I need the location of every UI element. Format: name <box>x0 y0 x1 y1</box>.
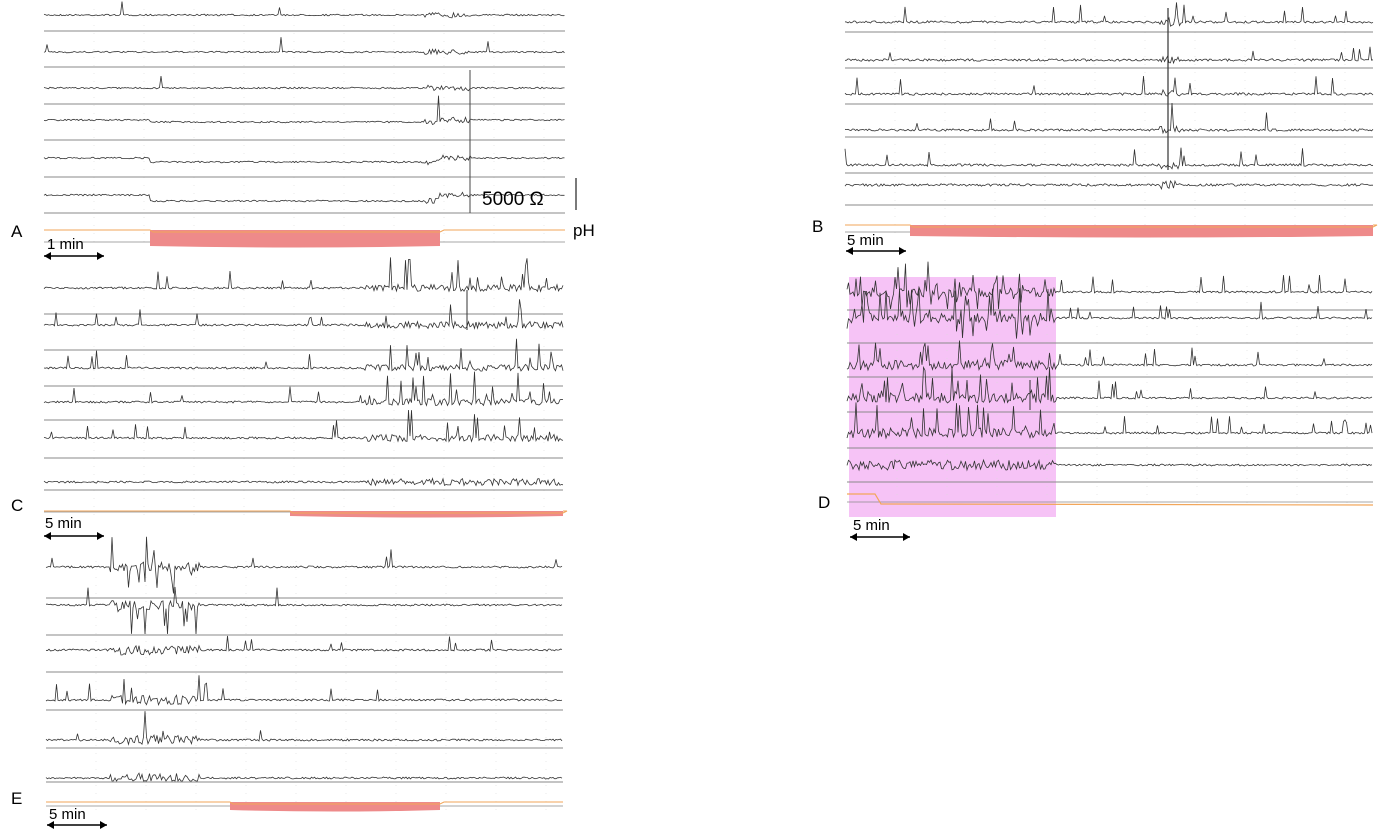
panel-c-channel-3-trace <box>43 338 564 372</box>
panel-b-channel-2-trace <box>844 46 1374 65</box>
panel-d-channel-2-trace <box>846 288 1373 339</box>
panel-e-time-scale-label: 5 min <box>49 806 86 823</box>
panel-a-resistance-label: 5000 Ω <box>482 189 544 210</box>
panel-d-channel-5-trace <box>846 402 1373 440</box>
panel-b-channel-5-trace <box>844 147 1374 170</box>
panel-e-channel-4-trace <box>45 675 563 707</box>
panel-a-label: A <box>11 222 23 241</box>
panel-a: 5000 Ω pH A 1 min <box>11 1 595 260</box>
panel-a-channel-5-trace <box>43 154 565 166</box>
panel-c-channel-5-trace <box>43 409 564 443</box>
panel-d-time-scale-arrow <box>850 533 910 541</box>
panel-b-traces <box>844 2 1378 238</box>
panel-e-traces <box>45 536 563 812</box>
panel-b: B 5 min <box>812 2 1378 255</box>
panel-c-channel-6-trace <box>43 477 564 487</box>
panel-d-ph-trace <box>847 493 1374 506</box>
panel-e-time-scale-arrow <box>47 821 107 829</box>
panel-b-channel-4-trace <box>844 102 1374 135</box>
panel-a-time-scale-label: 1 min <box>47 236 84 253</box>
panel-a-ph-label: pH <box>573 221 595 240</box>
panel-e-channel-2-trace <box>45 586 563 635</box>
panel-b-label: B <box>812 217 823 236</box>
panel-c-channel-4-trace <box>43 371 564 407</box>
panel-c-channel-2-trace <box>43 299 564 330</box>
panel-c-ph-trace <box>44 510 568 514</box>
panel-c-traces <box>43 257 568 518</box>
panel-a-channel-1-trace <box>43 1 565 19</box>
panel-a-channel-3-trace <box>43 76 565 92</box>
panel-c-label: C <box>11 496 23 515</box>
panel-b-time-scale-label: 5 min <box>847 232 884 249</box>
panel-e: E 5 min <box>11 536 563 829</box>
panel-a-time-scale-arrow <box>44 252 104 260</box>
panel-d: D 5 min <box>818 261 1374 541</box>
panel-c: C 5 min <box>11 257 568 540</box>
panel-e-label: E <box>11 789 22 808</box>
panel-b-channel-6-trace <box>844 179 1373 191</box>
panel-d-label: D <box>818 493 830 512</box>
panel-d-channel-3-trace <box>846 340 1373 372</box>
panel-b-time-scale-arrow <box>846 247 906 255</box>
panel-e-channel-5-trace <box>45 711 563 746</box>
panel-a-channel-4-trace <box>43 95 565 126</box>
panel-e-channel-3-trace <box>45 635 563 656</box>
panel-a-acid-exposure-fill <box>150 230 440 248</box>
panel-d-time-scale-label: 5 min <box>853 517 890 534</box>
panel-c-acid-exposure-fill <box>290 511 563 518</box>
panel-e-acid-exposure-fill <box>230 802 440 812</box>
panel-b-channel-3-trace <box>844 75 1374 97</box>
panel-c-channel-1-trace <box>43 257 564 293</box>
panel-d-traces <box>846 261 1374 508</box>
panel-e-channel-6-trace <box>45 772 563 783</box>
panel-d-channel-6-trace <box>846 458 1373 472</box>
panel-d-channel-1-trace <box>846 261 1373 310</box>
panel-e-ph-trace <box>46 801 563 805</box>
panel-d-channel-4-trace <box>846 365 1373 404</box>
panel-c-time-scale-arrow <box>44 532 104 540</box>
panel-b-acid-exposure-fill <box>910 225 1373 238</box>
panel-a-traces <box>43 1 565 248</box>
panel-c-time-scale-label: 5 min <box>45 515 82 532</box>
panel-a-ph-trace <box>44 229 565 233</box>
panel-e-channel-1-trace <box>45 536 563 594</box>
panel-a-channel-2-trace <box>43 37 565 56</box>
panel-a-channel-6-trace <box>43 191 565 204</box>
panel-b-ph-trace <box>845 224 1378 228</box>
panel-b-channel-1-trace <box>844 2 1374 27</box>
